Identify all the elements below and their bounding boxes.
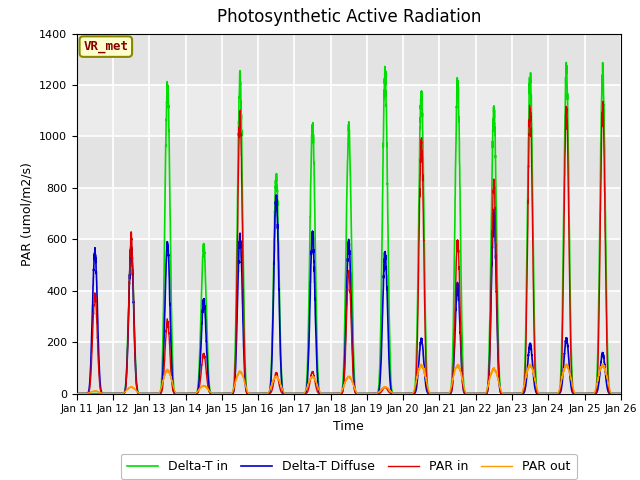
Line: Delta-T in: Delta-T in: [77, 62, 621, 394]
Title: Photosynthetic Active Radiation: Photosynthetic Active Radiation: [216, 9, 481, 26]
Line: PAR in: PAR in: [77, 101, 621, 394]
Bar: [77, 342, 621, 394]
Bar: [77, 136, 621, 188]
X-axis label: Time: Time: [333, 420, 364, 432]
Line: Delta-T Diffuse: Delta-T Diffuse: [77, 195, 621, 394]
Y-axis label: PAR (umol/m2/s): PAR (umol/m2/s): [20, 162, 33, 265]
Bar: [77, 240, 621, 291]
Bar: [77, 34, 621, 85]
Text: VR_met: VR_met: [83, 40, 129, 53]
Line: PAR out: PAR out: [77, 364, 621, 394]
Legend: Delta-T in, Delta-T Diffuse, PAR in, PAR out: Delta-T in, Delta-T Diffuse, PAR in, PAR…: [121, 454, 577, 480]
